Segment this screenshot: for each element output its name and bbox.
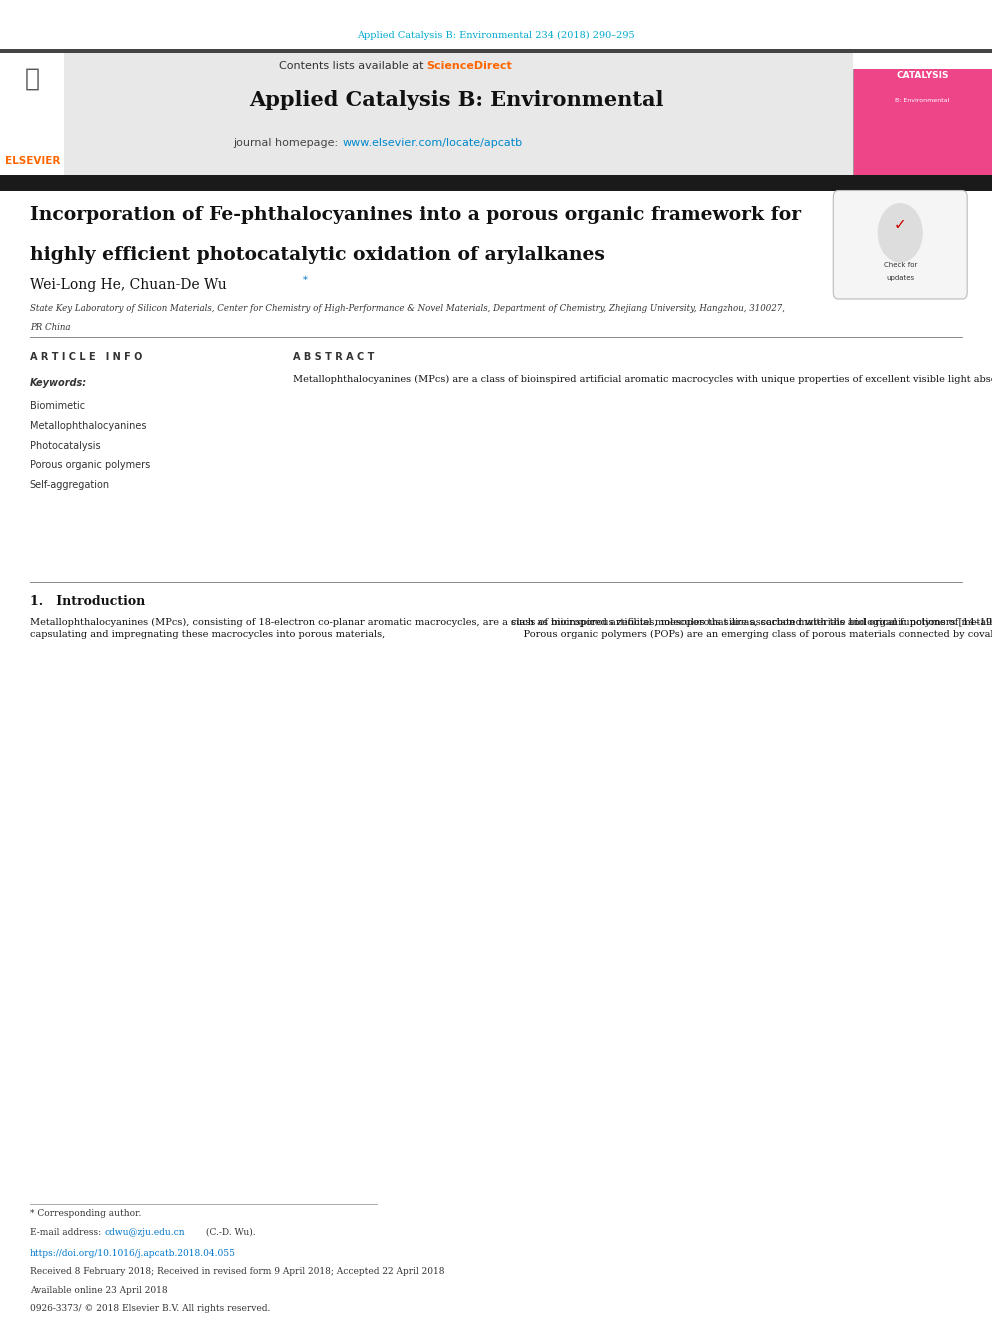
Text: cdwu@zju.edu.cn: cdwu@zju.edu.cn [104,1228,185,1237]
Text: updates: updates [886,275,915,282]
Bar [0,175,992,191]
Text: Incorporation of Fe-phthalocyanines into a porous organic framework for: Incorporation of Fe-phthalocyanines into… [30,206,801,225]
Text: Keywords:: Keywords: [30,378,87,389]
Text: 1.   Introduction: 1. Introduction [30,595,145,609]
Bar [853,53,992,69]
Bar [0,49,992,53]
Text: Photocatalysis: Photocatalysis [30,441,100,451]
Bar [853,53,992,175]
Text: 0926-3373/ © 2018 Elsevier B.V. All rights reserved.: 0926-3373/ © 2018 Elsevier B.V. All righ… [30,1304,270,1314]
Text: CATALYSIS: CATALYSIS [897,71,948,81]
Text: PR China: PR China [30,323,70,332]
Text: Wei-Long He, Chuan-De Wu: Wei-Long He, Chuan-De Wu [30,278,226,292]
Text: ScienceDirect: ScienceDirect [427,61,512,71]
Bar [0,53,64,175]
Text: Applied Catalysis B: Environmental: Applied Catalysis B: Environmental [249,90,664,110]
Text: Applied Catalysis B: Environmental 234 (2018) 290–295: Applied Catalysis B: Environmental 234 (… [357,30,635,40]
Text: A B S T R A C T: A B S T R A C T [293,352,374,363]
Text: ⁎: ⁎ [303,273,308,282]
Circle shape [879,204,923,262]
Text: Available online 23 April 2018: Available online 23 April 2018 [30,1286,168,1295]
Text: Metallophthalocyanines (MPcs), consisting of 18-electron co-planar aromatic macr: Metallophthalocyanines (MPcs), consistin… [30,618,992,639]
Text: State Key Laboratory of Silicon Materials, Center for Chemistry of High-Performa: State Key Laboratory of Silicon Material… [30,304,785,314]
Text: Check for: Check for [884,262,917,269]
Text: (C.-D. Wu).: (C.-D. Wu). [203,1228,256,1237]
Text: E-mail address:: E-mail address: [30,1228,104,1237]
Text: Self-aggregation: Self-aggregation [30,480,110,491]
Text: https://doi.org/10.1016/j.apcatb.2018.04.055: https://doi.org/10.1016/j.apcatb.2018.04… [30,1249,236,1258]
Text: B: Environmental: B: Environmental [896,98,949,103]
Text: Metallophthalocyanines (MPcs) are a class of bioinspired artificial aromatic mac: Metallophthalocyanines (MPcs) are a clas… [293,374,992,384]
Text: highly efficient photocatalytic oxidation of arylalkanes: highly efficient photocatalytic oxidatio… [30,246,605,265]
Text: Biomimetic: Biomimetic [30,401,85,411]
Text: 🌲: 🌲 [25,66,41,90]
FancyBboxPatch shape [833,191,967,299]
Text: A R T I C L E   I N F O: A R T I C L E I N F O [30,352,142,363]
Text: ✓: ✓ [894,217,907,232]
Text: www.elsevier.com/locate/apcatb: www.elsevier.com/locate/apcatb [342,138,523,148]
Text: Metallophthalocyanines: Metallophthalocyanines [30,421,146,431]
Text: Contents lists available at: Contents lists available at [279,61,427,71]
Text: * Corresponding author.: * Corresponding author. [30,1209,141,1218]
Text: such as microporous zeolites, mesoporous silicas, carbon materials and organic p: such as microporous zeolites, mesoporous… [511,618,992,639]
Text: journal homepage:: journal homepage: [233,138,342,148]
Text: Porous organic polymers: Porous organic polymers [30,460,150,471]
Text: Received 8 February 2018; Received in revised form 9 April 2018; Accepted 22 Apr: Received 8 February 2018; Received in re… [30,1267,444,1277]
Text: ELSEVIER: ELSEVIER [5,156,61,167]
Bar [64,53,853,175]
